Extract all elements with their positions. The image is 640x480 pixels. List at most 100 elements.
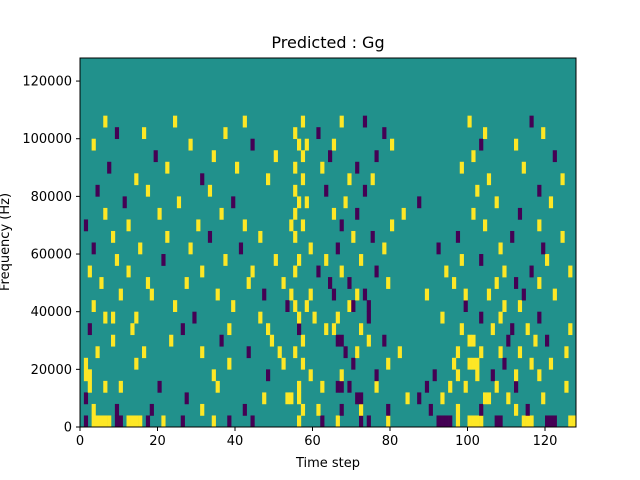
heatmap-cell-low xyxy=(180,415,185,428)
heatmap-cell-high xyxy=(134,415,139,428)
heatmap-cell-high xyxy=(386,415,391,428)
heatmap-cell-high xyxy=(545,254,550,266)
heatmap-cell-high xyxy=(118,380,123,393)
heatmap-cell-high xyxy=(211,415,216,428)
heatmap-cell-high xyxy=(475,357,480,370)
heatmap-cell-high xyxy=(273,150,278,163)
heatmap-cell-low xyxy=(343,346,348,359)
heatmap-cell-high xyxy=(374,380,379,393)
y-axis-label: Frequency (Hz) xyxy=(0,193,13,291)
heatmap-cell-low xyxy=(316,127,321,140)
heatmap-cell-low xyxy=(184,392,189,405)
heatmap-cell-high xyxy=(471,334,476,347)
heatmap-cell-high xyxy=(564,346,569,359)
heatmap-cell-low xyxy=(455,230,461,243)
heatmap-cell-high xyxy=(273,254,278,266)
heatmap-cell-high xyxy=(297,392,302,405)
heatmap-cell-high xyxy=(289,392,294,405)
heatmap-cell-high xyxy=(126,415,131,428)
heatmap-cell-high xyxy=(568,415,573,428)
heatmap-cell-low xyxy=(498,415,503,428)
heatmap-cell-high xyxy=(111,230,116,243)
heatmap-cell-low xyxy=(316,265,321,278)
heatmap-cell-high xyxy=(486,173,492,186)
heatmap-cell-low xyxy=(432,369,437,382)
heatmap-cell-high xyxy=(242,115,247,128)
x-tick-label: 120 xyxy=(533,434,558,449)
heatmap-cell-high xyxy=(529,357,534,370)
heatmap-cell-low xyxy=(95,184,100,197)
heatmap-cell-low xyxy=(436,415,441,428)
x-tick-label: 80 xyxy=(382,434,399,449)
heatmap-cell-low xyxy=(529,265,534,278)
heatmap-cell-low xyxy=(424,380,430,393)
x-tick-label: 0 xyxy=(76,434,84,449)
heatmap-cell-high xyxy=(118,288,123,301)
heatmap-background xyxy=(80,58,576,427)
heatmap-cell-high xyxy=(246,277,251,289)
heatmap-cell-high xyxy=(277,346,282,359)
heatmap-cell-high xyxy=(293,346,298,359)
heatmap-cell-high xyxy=(455,415,461,428)
heatmap-cell-high xyxy=(552,288,557,301)
heatmap-cell-high xyxy=(331,138,337,151)
heatmap-cell-high xyxy=(494,196,499,209)
heatmap-cell-high xyxy=(173,115,178,128)
heatmap-cell-high xyxy=(483,219,488,232)
heatmap-cell-high xyxy=(289,219,294,232)
heatmap-cell-high xyxy=(91,415,96,428)
y-tick-label: 120000 xyxy=(22,75,72,90)
heatmap-cell-high xyxy=(463,380,468,393)
heatmap-cell-high xyxy=(335,415,340,428)
heatmap-cell-high xyxy=(266,323,271,336)
heatmap-cell-high xyxy=(300,334,306,347)
heatmap-cell-low xyxy=(207,230,213,243)
heatmap-cell-high xyxy=(304,300,309,312)
heatmap-cell-low xyxy=(250,138,255,151)
heatmap-cell-high xyxy=(111,311,116,324)
heatmap-cell-high xyxy=(300,115,306,128)
heatmap-cell-high xyxy=(506,392,511,405)
heatmap-cell-high xyxy=(568,265,573,278)
heatmap-cell-high xyxy=(471,415,476,428)
heatmap-cell-high xyxy=(293,161,298,174)
heatmap-cell-low xyxy=(417,196,422,209)
heatmap-cell-high xyxy=(293,184,298,197)
heatmap-cell-high xyxy=(103,311,108,324)
heatmap-cell-high xyxy=(145,277,151,289)
heatmap-cell-low xyxy=(324,184,329,197)
heatmap-cell-high xyxy=(293,207,298,220)
heatmap-cell-low xyxy=(355,207,360,220)
heatmap-cell-low xyxy=(297,323,302,336)
heatmap-cell-high xyxy=(359,403,364,416)
heatmap-cell-high xyxy=(440,311,445,324)
heatmap-cell-high xyxy=(91,138,96,151)
heatmap-cell-low xyxy=(521,288,526,301)
heatmap-cell-high xyxy=(502,265,507,278)
heatmap-cell-low xyxy=(529,115,534,128)
heatmap-cell-low xyxy=(463,300,468,312)
heatmap-cell-high xyxy=(514,138,519,151)
heatmap-cell-high xyxy=(486,288,492,301)
heatmap-cell-high xyxy=(521,161,526,174)
x-tick-label: 60 xyxy=(304,434,321,449)
heatmap-cell-high xyxy=(304,196,309,209)
heatmap-cell-high xyxy=(359,323,364,336)
y-tick-label: 60000 xyxy=(31,248,72,263)
heatmap-cell-low xyxy=(331,288,337,301)
heatmap-cell-high xyxy=(281,357,286,370)
heatmap-cell-low xyxy=(436,242,441,255)
heatmap-cell-high xyxy=(304,138,309,151)
heatmap-cell-low xyxy=(355,161,360,174)
heatmap-cell-high xyxy=(494,380,499,393)
heatmap-cell-low xyxy=(548,415,554,428)
heatmap-cell-high xyxy=(514,369,519,382)
heatmap-cell-high xyxy=(475,415,480,428)
heatmap-cell-high xyxy=(560,230,565,243)
heatmap-cell-high xyxy=(173,300,178,312)
heatmap-cell-low xyxy=(339,219,344,232)
heatmap-cell-low xyxy=(262,288,267,301)
heatmap-cell-high xyxy=(370,173,375,186)
heatmap-cell-high xyxy=(165,161,170,174)
heatmap-cell-high xyxy=(184,277,189,289)
